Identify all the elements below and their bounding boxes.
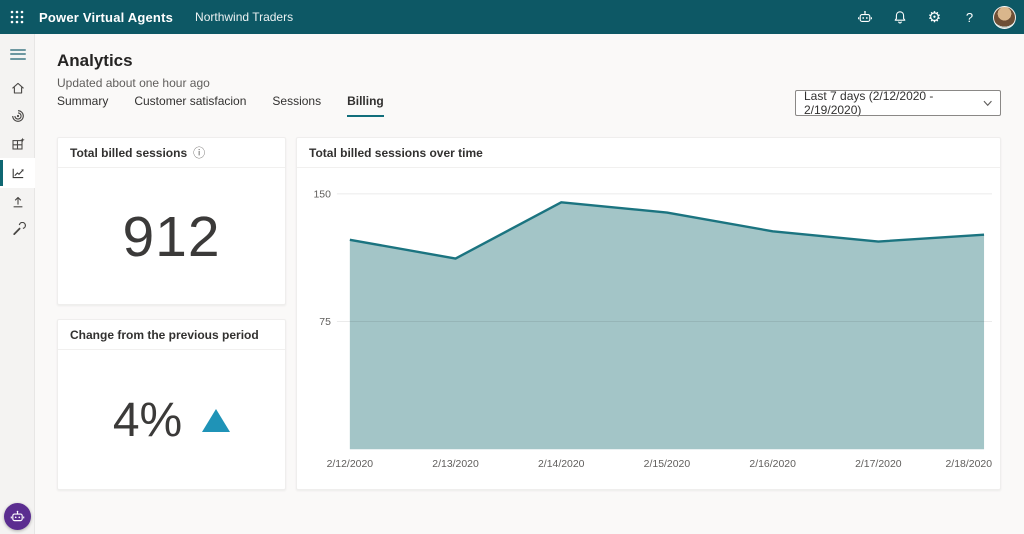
svg-text:2/15/2020: 2/15/2020 <box>644 459 691 470</box>
chart-title: Total billed sessions over time <box>309 145 483 160</box>
billed-sessions-over-time-card: Total billed sessions over time 75 150 2/1… <box>296 137 1001 490</box>
chevron-down-icon <box>983 100 992 106</box>
sidebar-item-entities[interactable] <box>0 130 35 158</box>
main-content: Analytics Updated about one hour ago Sum… <box>36 34 1024 534</box>
publish-icon <box>13 196 22 208</box>
chatbot-launcher-button[interactable] <box>4 503 31 530</box>
tabs: Summary Customer satisfacion Sessions Billi… <box>57 94 384 117</box>
info-icon[interactable]: ⓘ <box>193 145 206 160</box>
help-button[interactable]: ? <box>952 0 987 34</box>
sidebar-item-analytics[interactable] <box>0 158 35 188</box>
svg-text:2/18/2020: 2/18/2020 <box>946 459 993 470</box>
sidebar <box>0 34 35 534</box>
analytics-icon <box>12 168 24 179</box>
topics-icon <box>11 110 24 122</box>
svg-text:2/14/2020: 2/14/2020 <box>538 459 585 470</box>
svg-text:150: 150 <box>313 189 331 200</box>
environment-name[interactable]: Northwind Traders <box>195 10 294 24</box>
change-value: 4% <box>112 393 183 447</box>
topbar: Power Virtual Agents Northwind Traders <box>0 0 1024 34</box>
app-title: Power Virtual Agents <box>39 9 174 25</box>
app-launcher-button[interactable] <box>0 0 34 34</box>
sidebar-items <box>0 74 35 244</box>
chatbot-icon <box>10 510 25 522</box>
wrench-icon <box>12 222 26 235</box>
tab-billing[interactable]: Billing <box>347 94 384 117</box>
sidebar-item-manage[interactable] <box>0 216 35 244</box>
help-icon: ? <box>965 9 974 25</box>
svg-text:2/16/2020: 2/16/2020 <box>749 459 796 470</box>
date-range-dropdown[interactable]: Last 7 days (2/12/2020 - 2/19/2020) <box>795 89 1001 117</box>
card-header: Total billed sessions over time <box>297 138 1000 168</box>
billed-sessions-chart: 75 150 2/12/2020 2/13/2020 2/14/2020 2/15/202… <box>313 189 993 470</box>
home-icon <box>11 82 24 94</box>
svg-text:2/12/2020: 2/12/2020 <box>327 459 374 470</box>
gear-icon: ⚙ <box>927 7 942 26</box>
date-range-value: Last 7 days (2/12/2020 - 2/19/2020) <box>804 89 934 117</box>
svg-text:2/17/2020: 2/17/2020 <box>855 459 902 470</box>
bot-icon <box>857 11 872 22</box>
user-avatar[interactable] <box>993 5 1016 29</box>
total-billed-sessions-card: Total billed sessions ⓘ 912 <box>57 137 286 305</box>
bot-button[interactable] <box>847 0 882 34</box>
sidebar-item-publish[interactable] <box>0 188 35 216</box>
sidebar-menu-button[interactable] <box>0 39 35 69</box>
page-title: Analytics <box>57 51 133 70</box>
bell-icon <box>894 11 905 24</box>
waffle-icon <box>10 10 24 24</box>
trend-up-icon <box>202 408 231 432</box>
chart-body: 75 150 2/12/2020 2/13/2020 2/14/2020 2/15/202… <box>297 168 1000 489</box>
sidebar-item-topics[interactable] <box>0 102 35 130</box>
tab-sessions[interactable]: Sessions <box>272 94 322 108</box>
topbar-actions: ⚙ ? <box>847 0 1024 34</box>
card-title: Total billed sessions <box>70 145 188 160</box>
change-previous-period-card: Change from the previous period 4% <box>57 319 286 490</box>
hamburger-icon <box>9 46 26 62</box>
card-header: Total billed sessions ⓘ <box>58 138 285 168</box>
sidebar-item-home[interactable] <box>0 74 35 102</box>
svg-text:2/13/2020: 2/13/2020 <box>432 459 479 470</box>
updated-status: Updated about one hour ago <box>57 76 210 90</box>
tab-summary[interactable]: Summary <box>57 94 109 108</box>
settings-button[interactable]: ⚙ <box>917 0 952 34</box>
card-title: Change from the previous period <box>70 327 259 342</box>
svg-text:75: 75 <box>319 317 331 328</box>
card-header: Change from the previous period <box>58 320 285 350</box>
kpi-body: 912 <box>58 169 285 304</box>
notifications-button[interactable] <box>882 0 917 34</box>
total-billed-sessions-value: 912 <box>122 204 221 269</box>
tab-customer-satisfacion[interactable]: Customer satisfacion <box>134 94 247 108</box>
entities-icon <box>11 137 25 150</box>
kpi-body: 4% <box>58 351 285 489</box>
